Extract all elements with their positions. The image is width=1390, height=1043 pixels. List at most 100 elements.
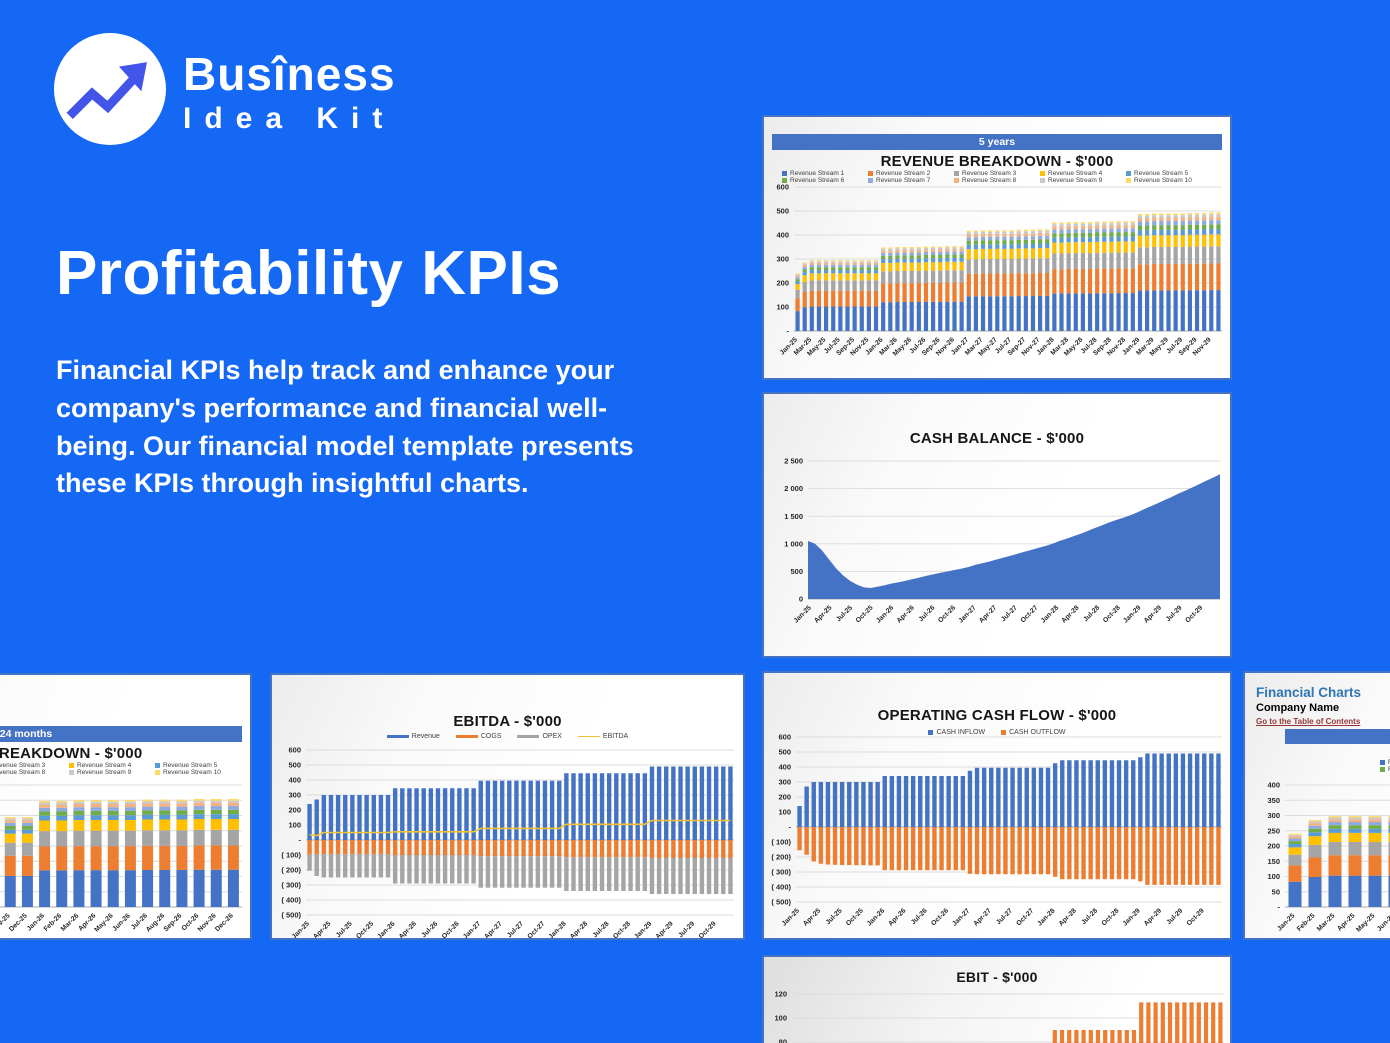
svg-text:Oct-26: Oct-26 — [930, 907, 950, 927]
svg-text:( 400): ( 400) — [281, 896, 301, 905]
svg-text:( 500): ( 500) — [281, 911, 301, 920]
svg-text:100: 100 — [774, 1014, 787, 1023]
svg-text:Jan-25: Jan-25 — [793, 604, 813, 624]
svg-text:Jun-26: Jun-26 — [111, 912, 132, 933]
svg-text:( 200): ( 200) — [771, 853, 791, 862]
svg-text:Oct-25: Oct-25 — [355, 920, 375, 938]
revenue-breakdown-12m-chart: 400 350 300 250 200 150 100 50 -Jan-25 Feb-25 Mar-… — [1267, 781, 1390, 934]
chart-title-rev24: REVENUE BREAKDOWN - $'000 — [0, 745, 143, 762]
svg-text:Jul-29: Jul-29 — [1166, 907, 1185, 926]
svg-text:200: 200 — [1267, 842, 1280, 851]
svg-text:Oct-25: Oct-25 — [845, 907, 865, 927]
svg-text:100: 100 — [776, 303, 789, 312]
ebitda-card: EBITDA - $'000 Revenue COGS OPEX EBITDA 600… — [270, 673, 745, 940]
svg-text:200: 200 — [288, 806, 301, 815]
legend-item: Revenue Stream 10 — [155, 769, 241, 776]
svg-text:( 200): ( 200) — [281, 866, 301, 875]
svg-text:Oct-28: Oct-28 — [1101, 907, 1121, 927]
legend-marker — [455, 734, 478, 739]
table-of-contents-link[interactable]: Go to the Table of Contents — [1256, 717, 1361, 726]
svg-text:Jul-25: Jul-25 — [825, 907, 844, 926]
legend-item: Revenue Stream 1 — [1380, 759, 1390, 766]
svg-text:Oct-29: Oct-29 — [1186, 907, 1206, 927]
legend-marker — [1380, 767, 1385, 772]
trend-arrow-icon — [66, 62, 147, 120]
svg-text:120: 120 — [774, 990, 787, 999]
svg-text:400: 400 — [776, 231, 789, 240]
svg-text:( 300): ( 300) — [281, 881, 301, 890]
svg-text:Oct-25: Oct-25 — [855, 604, 875, 624]
svg-text:300: 300 — [1267, 811, 1280, 820]
chart-title-ebit: EBIT - $'000 — [956, 969, 1038, 985]
legend-marker — [69, 770, 74, 775]
revenue-breakdown-5y-chart: 600500400300200100-Jan-25Mar-25May-25Jul… — [776, 183, 1222, 358]
legend-marker — [1126, 171, 1131, 176]
legend-item: Revenue Stream 5 — [1126, 170, 1212, 177]
legend-marker — [1040, 171, 1045, 176]
svg-text:Oct-26: Oct-26 — [937, 604, 957, 624]
svg-text:Sep-26: Sep-26 — [163, 912, 184, 933]
svg-text:Jan-27: Jan-27 — [951, 907, 971, 927]
svg-text:500: 500 — [778, 748, 791, 757]
legend-item: OPEX — [517, 733, 562, 740]
svg-text:150: 150 — [1267, 857, 1280, 866]
svg-text:2 500: 2 500 — [784, 457, 803, 466]
svg-text:Apr-27: Apr-27 — [978, 604, 998, 624]
svg-text:300: 300 — [778, 778, 791, 787]
svg-text:May-25: May-25 — [1355, 912, 1376, 933]
legend-marker — [954, 178, 959, 183]
svg-text:0: 0 — [799, 595, 803, 604]
svg-text:400: 400 — [1267, 781, 1280, 790]
svg-text:Dec-26: Dec-26 — [214, 912, 235, 933]
svg-text:Jul-27: Jul-27 — [995, 907, 1014, 926]
svg-text:200: 200 — [778, 793, 791, 802]
svg-text:1 500: 1 500 — [784, 512, 803, 521]
svg-text:Jan-26: Jan-26 — [376, 920, 396, 938]
chart-title-cash: CASH BALANCE - $'000 — [909, 430, 1085, 447]
svg-text:Oct-28: Oct-28 — [1102, 604, 1122, 624]
logo-circle — [54, 33, 166, 145]
svg-text:Feb-25: Feb-25 — [1296, 912, 1317, 933]
period-header-5y: 5 years — [772, 134, 1222, 150]
svg-text:May-26: May-26 — [93, 912, 114, 933]
legend-item: Revenue Stream 9 — [69, 769, 155, 776]
svg-text:100: 100 — [778, 808, 791, 817]
ebit-chart: 120 100 80 — [774, 990, 1224, 1043]
svg-text:Jul-28: Jul-28 — [1080, 907, 1099, 926]
legend-marker — [386, 734, 409, 739]
legend-item: Revenue Stream 9 — [1040, 177, 1126, 184]
svg-text:600: 600 — [776, 183, 789, 192]
svg-text:Apr-28: Apr-28 — [1060, 604, 1080, 624]
legend-marker — [1126, 178, 1131, 183]
chart-title-opcf: OPERATING CASH FLOW - $'000 — [877, 707, 1117, 724]
svg-text:Jul-29: Jul-29 — [1165, 604, 1184, 623]
svg-text:Aug-26: Aug-26 — [145, 912, 166, 933]
svg-text:Jul-27: Jul-27 — [1000, 604, 1019, 623]
svg-text:400: 400 — [288, 776, 301, 785]
brand-name: Busîness Idea Kit — [183, 50, 396, 136]
svg-text:Jan-25: Jan-25 — [781, 907, 801, 927]
svg-text:500: 500 — [776, 207, 789, 216]
legend-marker — [1001, 730, 1007, 735]
svg-text:-: - — [787, 327, 790, 336]
legend-marker — [517, 734, 540, 739]
svg-text:-: - — [789, 823, 792, 832]
legend-opcf: CASH INFLOW CASH OUTFLOW — [764, 729, 1230, 736]
legend-marker — [868, 178, 873, 183]
svg-text:( 100): ( 100) — [771, 838, 791, 847]
sheet-title: Financial Charts — [1256, 685, 1362, 700]
svg-text:( 400): ( 400) — [771, 883, 791, 892]
legend-item: Revenue Stream 6 — [1380, 766, 1390, 773]
svg-text:Jul-25: Jul-25 — [335, 920, 354, 938]
legend-rev5: Revenue Stream 1 Revenue Stream 2 Revenue … — [764, 170, 1230, 184]
legend-item: EBITDA — [577, 733, 628, 740]
legend-item: Revenue Stream 3 — [954, 170, 1040, 177]
svg-text:1 000: 1 000 — [784, 539, 803, 548]
svg-text:50: 50 — [1272, 887, 1280, 896]
svg-text:80: 80 — [779, 1038, 787, 1043]
svg-text:( 300): ( 300) — [771, 868, 791, 877]
svg-text:Jan-28: Jan-28 — [1036, 907, 1056, 927]
legend-item: Revenue Stream 8 — [954, 177, 1040, 184]
legend-item: Revenue Stream 3 — [0, 762, 46, 769]
